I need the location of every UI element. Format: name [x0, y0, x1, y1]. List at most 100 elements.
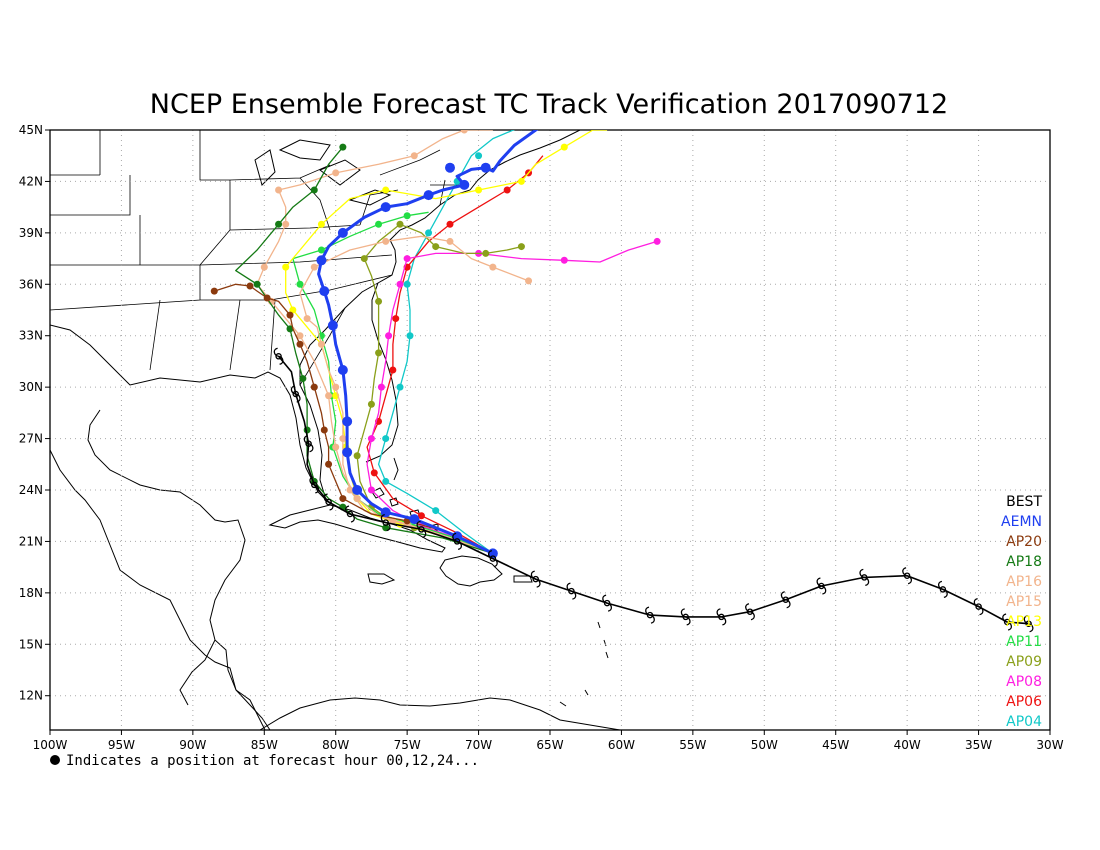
track-line [366, 240, 658, 554]
x-tick-label: 70W [465, 738, 492, 752]
position-marker [382, 186, 390, 194]
legend-entry: BEST [1006, 494, 1042, 510]
south-america-outline [259, 697, 621, 730]
position-marker [396, 280, 404, 288]
position-marker [337, 365, 348, 375]
legend-entry: AP18 [1006, 554, 1042, 570]
position-marker [367, 486, 375, 494]
position-marker [310, 186, 318, 194]
hurricane-symbol-icon [530, 570, 541, 588]
track-line [214, 283, 494, 554]
position-marker [332, 169, 340, 177]
y-tick-label: 12N [19, 689, 43, 703]
legend-entry: AP04 [1006, 714, 1042, 730]
x-tick-label: 75W [394, 738, 421, 752]
track-ap20 [210, 282, 497, 557]
position-marker [342, 447, 353, 458]
y-tick-label: 36N [19, 277, 43, 291]
footnote: Indicates a position at forecast hour 00… [66, 753, 479, 769]
position-marker [446, 220, 454, 228]
hurricane-symbol-icon [488, 549, 498, 568]
position-marker [653, 237, 661, 245]
position-marker [375, 220, 383, 228]
position-marker [560, 256, 568, 264]
position-marker [317, 340, 325, 348]
track-ap13 [282, 130, 608, 557]
position-marker [406, 332, 414, 340]
position-marker [410, 152, 418, 160]
hurricane-symbol-icon [645, 606, 655, 624]
legend-entry: AP13 [1006, 614, 1042, 630]
position-marker [316, 255, 327, 266]
axis-ticks: 100W 95W 90W 85W 80W 75W 70W 65W 60W 55W 50W 45W 40W… [19, 123, 1064, 752]
hurricane-symbol-icon [273, 347, 284, 365]
legend-entry: AP08 [1006, 674, 1042, 690]
hurricane-symbol-icon [380, 513, 391, 532]
position-marker [339, 495, 347, 503]
puerto-rico-outline [513, 575, 533, 583]
yucatan-outline [87, 409, 246, 691]
position-marker [286, 311, 294, 319]
position-marker [337, 227, 348, 238]
track-ap04 [377, 130, 523, 557]
position-marker [520, 130, 523, 131]
hurricane-symbol-icon [602, 594, 612, 612]
track-ap08 [366, 237, 661, 557]
legend-entry: AP20 [1006, 534, 1042, 550]
hurricane-symbol-icon [345, 505, 355, 523]
position-marker [482, 249, 490, 257]
hurricane-symbol-icon [290, 385, 301, 403]
position-marker [475, 152, 483, 160]
position-marker [377, 383, 385, 391]
hurricane-symbol-icon [902, 567, 912, 585]
position-marker [303, 315, 311, 323]
position-marker [367, 400, 375, 408]
x-tick-label: 30W [1036, 738, 1063, 752]
x-tick-label: 55W [679, 738, 706, 752]
position-marker [296, 332, 304, 340]
position-marker [367, 435, 375, 443]
position-marker [392, 315, 400, 323]
position-marker [282, 220, 290, 228]
position-marker [317, 220, 325, 228]
mexico-outline [50, 449, 266, 730]
y-tick-label: 33N [19, 329, 43, 343]
position-marker [425, 229, 433, 237]
great-lakes-outline [254, 139, 392, 206]
track-best [273, 347, 1034, 633]
y-tick-label: 27N [19, 432, 43, 446]
position-marker [382, 524, 390, 532]
x-tick-label: 50W [751, 738, 778, 752]
position-marker [353, 495, 361, 503]
position-marker [460, 130, 468, 134]
position-marker [310, 383, 318, 391]
position-marker [260, 263, 268, 271]
x-tick-label: 40W [894, 738, 921, 752]
position-marker [525, 277, 533, 285]
x-tick-label: 65W [536, 738, 563, 752]
y-tick-label: 21N [19, 534, 43, 548]
position-marker [299, 375, 307, 383]
position-marker [327, 320, 338, 331]
y-tick-label: 39N [19, 226, 43, 240]
position-marker [403, 212, 411, 220]
position-marker [339, 143, 347, 151]
position-marker [320, 426, 328, 434]
state-borders [50, 130, 460, 386]
position-marker [382, 237, 390, 245]
position-marker [396, 383, 404, 391]
position-marker [389, 366, 397, 374]
position-marker [446, 237, 454, 245]
position-marker [459, 179, 470, 190]
position-marker [432, 243, 440, 251]
position-marker [417, 512, 425, 520]
position-marker [319, 286, 330, 297]
position-marker [360, 255, 368, 263]
hurricane-symbol-icon [1002, 613, 1012, 631]
hurricane-symbol-icon [303, 435, 314, 453]
position-marker [282, 263, 290, 271]
position-marker [370, 469, 378, 477]
jamaica-outline [367, 573, 396, 585]
x-tick-label: 35W [965, 738, 992, 752]
